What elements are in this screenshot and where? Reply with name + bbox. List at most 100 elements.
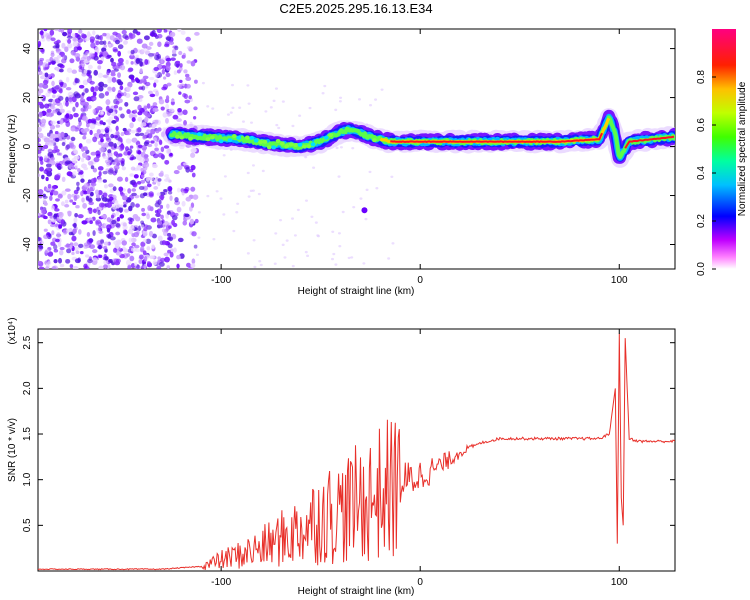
noise-speck bbox=[114, 39, 120, 45]
noise-speck bbox=[176, 263, 180, 269]
noise-speck bbox=[73, 242, 79, 247]
noise-speck bbox=[146, 213, 150, 220]
noise-speck bbox=[79, 98, 86, 103]
noise-speck bbox=[123, 201, 128, 205]
noise-speck bbox=[106, 217, 112, 223]
noise-speck bbox=[98, 40, 105, 45]
noise-speck bbox=[132, 91, 139, 96]
noise-speck bbox=[113, 142, 117, 149]
noise-speck bbox=[174, 45, 179, 51]
signal-track-blotch bbox=[236, 135, 242, 140]
noise-speck bbox=[165, 36, 172, 41]
noise-speck bbox=[104, 131, 110, 138]
signal-track-blotch bbox=[179, 135, 185, 140]
noise-speck bbox=[129, 255, 135, 262]
noise-speck bbox=[81, 197, 85, 203]
noise-speck bbox=[81, 92, 85, 96]
noise-speck bbox=[257, 192, 261, 196]
noise-speck bbox=[118, 206, 124, 213]
noise-speck bbox=[168, 225, 172, 229]
noise-speck bbox=[146, 103, 151, 109]
noise-speck bbox=[159, 191, 166, 196]
noise-speck bbox=[190, 263, 196, 269]
noise-speck bbox=[131, 117, 136, 123]
noise-speck bbox=[43, 155, 48, 162]
noise-speck bbox=[66, 228, 72, 233]
noise-speck bbox=[365, 188, 369, 192]
noise-speck bbox=[110, 214, 115, 219]
noise-speck bbox=[143, 162, 150, 168]
signal-track-blotch bbox=[174, 134, 180, 139]
noise-speck bbox=[88, 208, 93, 215]
noise-speck bbox=[92, 108, 96, 114]
noise-speck bbox=[91, 257, 98, 261]
noise-speck bbox=[274, 87, 278, 90]
noise-speck bbox=[147, 52, 154, 57]
noise-speck bbox=[156, 265, 162, 269]
snr-ytick-label: 1.0 bbox=[22, 472, 33, 486]
noise-speck bbox=[308, 106, 312, 110]
noise-speck bbox=[123, 208, 130, 213]
noise-speck bbox=[124, 101, 129, 107]
noise-speck bbox=[100, 138, 104, 143]
noise-speck bbox=[55, 238, 60, 243]
noise-speck bbox=[169, 195, 173, 201]
noise-speck bbox=[177, 84, 182, 89]
colorbar: 0.0 0.2 0.4 0.6 0.8 Normalized spectral ampl… bbox=[696, 29, 748, 276]
noise-speck bbox=[98, 244, 102, 250]
noise-speck bbox=[122, 40, 128, 45]
noise-speck bbox=[71, 33, 76, 38]
noise-speck bbox=[107, 149, 112, 154]
noise-speck bbox=[158, 261, 165, 267]
noise-speck bbox=[185, 166, 191, 173]
noise-speck bbox=[85, 254, 90, 258]
noise-speck bbox=[50, 120, 56, 125]
noise-speck bbox=[206, 194, 210, 198]
noise-speck bbox=[135, 54, 139, 59]
noise-speck bbox=[163, 145, 170, 149]
noise-speck bbox=[139, 68, 143, 74]
noise-speck bbox=[92, 208, 97, 213]
noise-speck bbox=[164, 159, 170, 165]
noise-speck bbox=[129, 145, 134, 149]
noise-speck bbox=[117, 72, 121, 78]
noise-speck bbox=[362, 262, 366, 265]
noise-speck bbox=[38, 173, 41, 177]
noise-speck bbox=[69, 264, 74, 269]
noise-speck bbox=[177, 107, 182, 113]
noise-speck bbox=[122, 229, 127, 234]
noise-speck bbox=[161, 68, 166, 75]
noise-speck bbox=[118, 186, 124, 192]
noise-speck bbox=[172, 114, 179, 120]
noise-speck bbox=[69, 58, 75, 64]
noise-speck bbox=[89, 129, 93, 135]
noise-speck bbox=[119, 214, 125, 219]
noise-speck bbox=[252, 239, 256, 242]
signal-track-blotch bbox=[323, 135, 329, 140]
noise-speck bbox=[321, 92, 325, 95]
noise-speck bbox=[176, 206, 182, 213]
noise-speck bbox=[185, 76, 192, 81]
signal-track-blotch bbox=[275, 139, 281, 144]
snr-scale-label: (x10⁴) bbox=[7, 317, 18, 344]
noise-speck bbox=[59, 108, 65, 114]
noise-speck bbox=[129, 54, 135, 60]
noise-speck bbox=[39, 156, 44, 162]
noise-speck bbox=[183, 69, 188, 74]
noise-speck bbox=[106, 105, 110, 112]
noise-speck bbox=[148, 191, 154, 197]
noise-speck bbox=[174, 196, 179, 203]
noise-speck bbox=[153, 66, 159, 72]
noise-speck bbox=[177, 29, 182, 33]
noise-speck bbox=[39, 30, 44, 36]
noise-speck bbox=[115, 130, 120, 136]
noise-speck bbox=[131, 188, 137, 192]
noise-speck bbox=[93, 156, 100, 163]
noise-speck bbox=[71, 96, 77, 103]
spectrogram-ytick-label: 0 bbox=[22, 143, 33, 149]
noise-speck bbox=[55, 47, 60, 52]
noise-speck bbox=[194, 31, 200, 36]
noise-speck bbox=[66, 35, 73, 39]
noise-speck bbox=[185, 196, 192, 202]
noise-speck bbox=[151, 233, 157, 239]
